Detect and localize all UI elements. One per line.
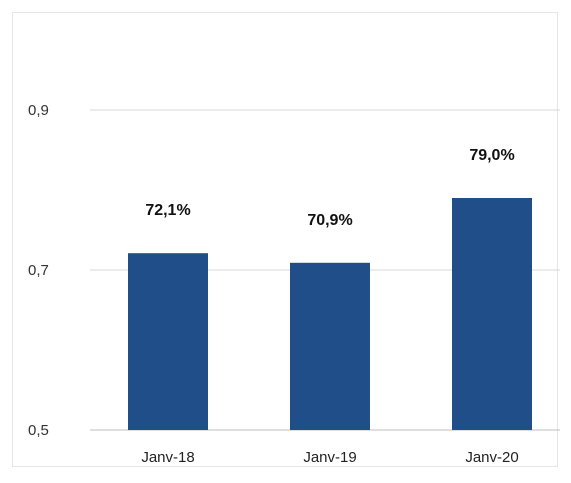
- bar: [290, 262, 370, 430]
- data-label: 70,9%: [307, 212, 352, 229]
- y-tick-label: 0,9: [28, 102, 49, 119]
- data-label: 72,1%: [145, 202, 190, 219]
- x-tick-label: Janv-18: [141, 449, 194, 466]
- bar: [452, 198, 532, 430]
- bar: [128, 253, 208, 430]
- y-tick-label: 0,7: [28, 262, 49, 279]
- data-label: 79,0%: [469, 147, 514, 164]
- y-tick-label: 0,5: [28, 422, 49, 439]
- x-tick-label: Janv-20: [465, 449, 518, 466]
- x-tick-label: Janv-19: [303, 449, 356, 466]
